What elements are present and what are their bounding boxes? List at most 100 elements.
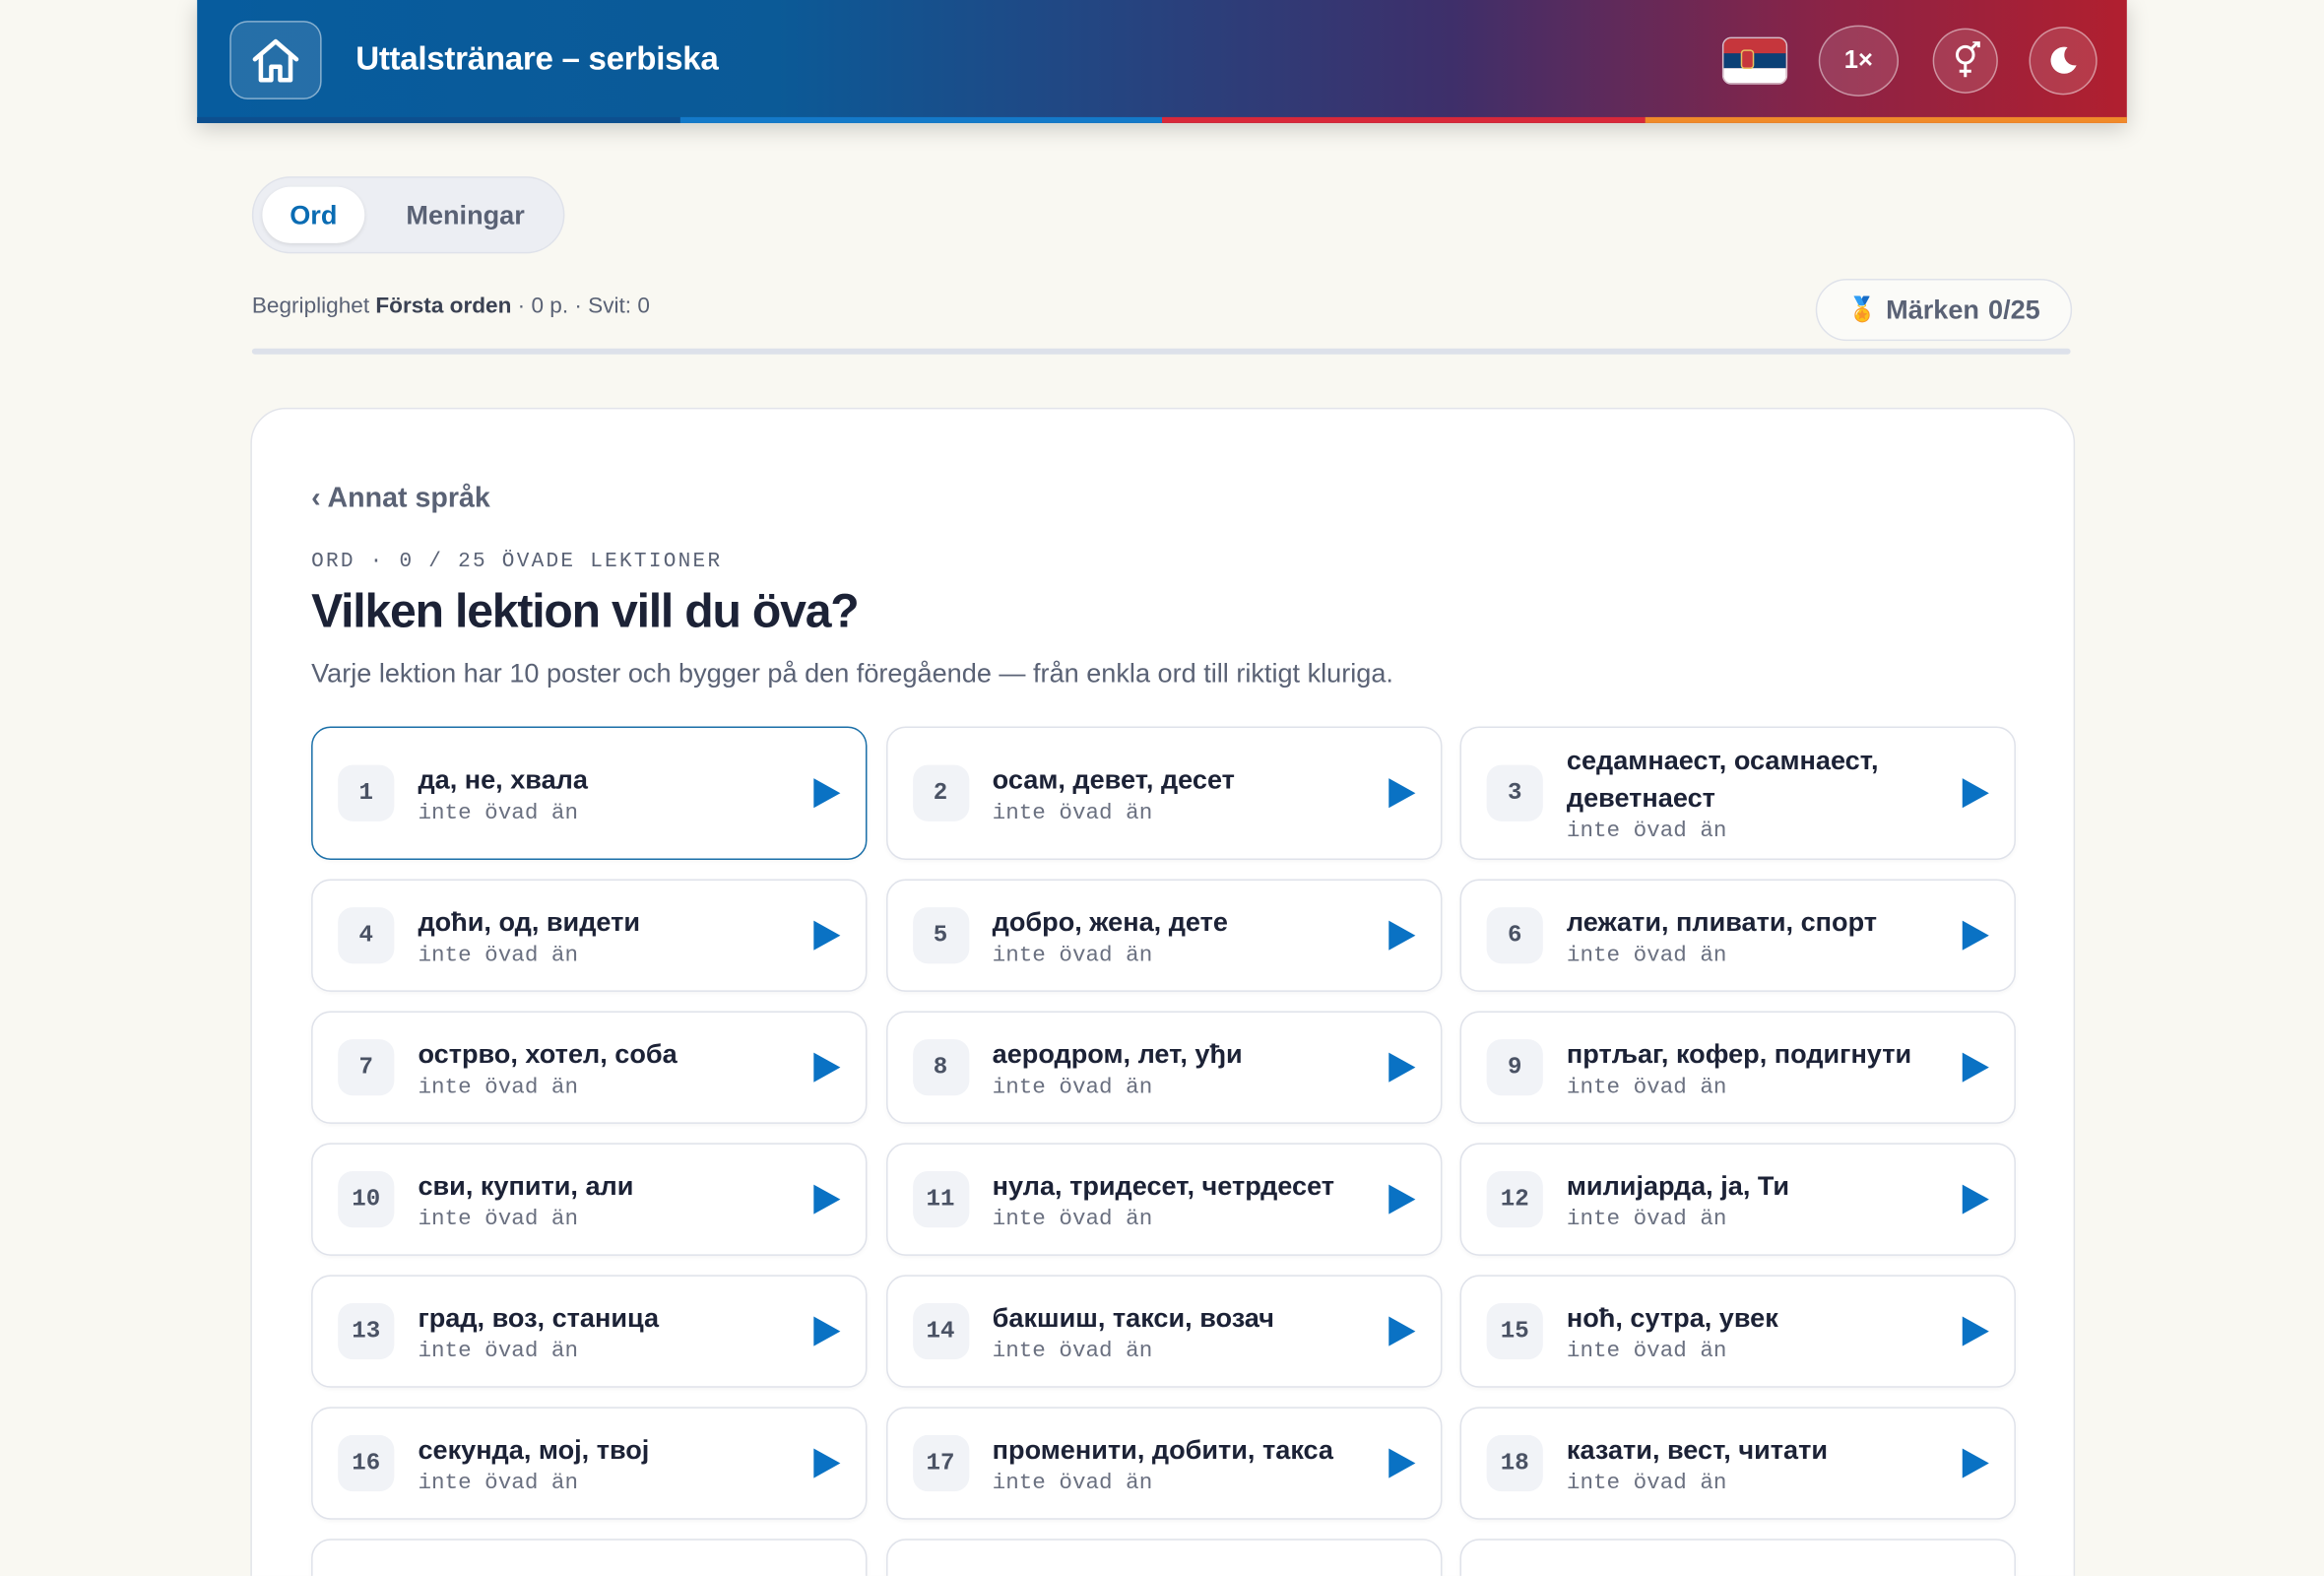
play-triangle [1388, 778, 1415, 809]
flag-emblem [1740, 49, 1755, 69]
play-triangle [813, 1448, 841, 1478]
lesson-number: 14 [912, 1302, 969, 1360]
lesson-card[interactable]: 11 нула, тридесет, четрдесет inte övad än [885, 1143, 1442, 1256]
medal-icon: 🏅 [1847, 297, 1878, 324]
lesson-text: седамнаест, осамнаест, деветнаест inte öv… [1567, 743, 1925, 843]
lesson-text: променити, добити, такса inte övad än [993, 1431, 1333, 1495]
tab-words[interactable]: Ord [262, 186, 365, 243]
lesson-status: inte övad än [1566, 1206, 1727, 1231]
lesson-words: осам, девет, десет [992, 763, 1235, 794]
lesson-words: аеродром, лет, уђи [992, 1038, 1243, 1069]
play-triangle [1388, 1184, 1415, 1215]
lesson-text: добро, жена, дете inte övad än [993, 903, 1228, 967]
moon-icon [2050, 46, 2077, 74]
badge-label: Märken [1886, 294, 1979, 324]
lesson-card[interactable]: 7 острво, хотел, соба inte övad än [311, 1011, 868, 1124]
lesson-card[interactable]: 18 казати, вест, читати inte övad än [1459, 1407, 2016, 1520]
lesson-number: 11 [912, 1171, 969, 1228]
lesson-text: бакшиш, такси, возач inte övad än [993, 1299, 1274, 1363]
play-triangle [813, 920, 841, 951]
stats-level: Första orden [375, 294, 512, 319]
play-triangle [813, 1184, 841, 1215]
lesson-card[interactable]: 5 добро, жена, дете inte övad än [885, 879, 1442, 992]
lesson-card[interactable] [1459, 1539, 2016, 1576]
lesson-card[interactable]: 1 да, не, хвала inte övad än [311, 726, 868, 860]
lesson-number: 3 [1486, 764, 1543, 821]
lesson-card[interactable]: 6 лежати, пливати, спорт inte övad än [1459, 879, 2016, 992]
play-icon [1961, 1183, 1990, 1223]
voice-button[interactable] [1932, 28, 1998, 94]
lesson-text: нула, тридесет, четрдесет inte övad än [993, 1167, 1334, 1231]
play-triangle [1388, 1052, 1415, 1083]
speed-button[interactable]: 1× [1818, 25, 1900, 97]
play-icon [812, 1315, 842, 1355]
lesson-status: inte övad än [992, 942, 1153, 968]
home-button[interactable] [229, 21, 322, 99]
play-icon [812, 777, 842, 818]
lesson-card[interactable]: 3 седамнаест, осамнаест, деветнаест inte ö… [1459, 726, 2016, 860]
lesson-card[interactable]: 9 пртљаг, кофер, подигнути inte övad än [1459, 1011, 2016, 1124]
heading: Vilken lektion vill du öva? [311, 584, 860, 638]
lesson-words: доћи, од, видети [418, 906, 641, 937]
lesson-number: 18 [1486, 1434, 1543, 1492]
lesson-words: бакшиш, такси, возач [992, 1302, 1274, 1333]
lesson-number: 5 [912, 907, 969, 964]
theme-button[interactable] [2029, 27, 2098, 96]
lesson-number: 13 [338, 1302, 395, 1360]
tab-sentences[interactable]: Meningar [406, 200, 525, 230]
lesson-grid: 1 да, не, хвала inte övad än 2 осам, девет, … [311, 726, 2016, 1576]
lesson-card[interactable] [311, 1539, 868, 1576]
language-flag[interactable] [1721, 36, 1788, 85]
description: Varje lektion har 10 poster och bygger p… [311, 658, 1393, 689]
badges-button[interactable]: 🏅 Märken 0/25 [1815, 278, 2073, 342]
lesson-card[interactable]: 15 ноћ, сутра, увек inte övad än [1459, 1275, 2016, 1388]
play-icon [812, 919, 842, 959]
eyebrow: ORD · 0 / 25 ÖVADE LEKTIONER [311, 550, 723, 574]
back-link[interactable]: ‹ Annat språk [311, 483, 490, 515]
lesson-card[interactable]: 4 доћи, од, видети inte övad än [311, 879, 868, 992]
lesson-status: inte övad än [992, 1338, 1153, 1363]
play-triangle [1388, 1448, 1415, 1478]
lesson-number: 16 [338, 1434, 395, 1492]
lesson-card[interactable]: 13 град, воз, станица inte övad än [311, 1275, 868, 1388]
lesson-words: променити, добити, такса [992, 1434, 1334, 1465]
play-triangle [1962, 1052, 1989, 1083]
lesson-text: сви, купити, али inte övad än [418, 1167, 633, 1231]
lesson-text: аеродром, лет, уђи inte övad än [993, 1035, 1243, 1099]
lesson-card[interactable]: 16 секунда, мој, твој inte övad än [311, 1407, 868, 1520]
lesson-status: inte övad än [418, 1338, 579, 1363]
lesson-number: 12 [1486, 1171, 1543, 1228]
lesson-words: ноћ, сутра, увек [1566, 1302, 1778, 1333]
play-icon [1961, 777, 1990, 818]
lesson-card[interactable]: 8 аеродром, лет, уђи inte övad än [885, 1011, 1442, 1124]
play-icon [1387, 919, 1416, 959]
play-icon [1961, 1447, 1990, 1487]
play-triangle [1962, 1448, 1989, 1478]
lesson-text: пртљаг, кофер, подигнути inte övad än [1567, 1035, 1911, 1099]
lesson-number: 2 [912, 764, 969, 821]
lesson-card[interactable]: 14 бакшиш, такси, возач inte övad än [885, 1275, 1442, 1388]
back-text: Annat språk [327, 483, 490, 515]
lesson-words: секунда, мој, твој [418, 1434, 650, 1465]
lesson-text: ноћ, сутра, увек inte övad än [1567, 1299, 1778, 1363]
lesson-number: 10 [338, 1171, 395, 1228]
lesson-status: inte övad än [992, 800, 1153, 825]
lesson-status: inte övad än [992, 1206, 1153, 1231]
play-triangle [1388, 920, 1415, 951]
mode-tabs: Ord Meningar [251, 176, 565, 254]
lesson-card[interactable]: 2 осам, девет, десет inte övad än [885, 726, 1442, 860]
lesson-number: 9 [1486, 1039, 1543, 1096]
lesson-text: лежати, пливати, спорт inte övad än [1567, 903, 1877, 967]
lesson-card[interactable]: 12 милијарда, ја, Ти inte övad än [1459, 1143, 2016, 1256]
lesson-status: inte övad än [1566, 818, 1727, 844]
lesson-card[interactable]: 17 променити, добити, такса inte övad än [885, 1407, 1442, 1520]
play-triangle [813, 1052, 841, 1083]
lesson-number: 17 [912, 1434, 969, 1492]
lesson-card[interactable]: 10 сви, купити, али inte övad än [311, 1143, 868, 1256]
play-icon [812, 1183, 842, 1223]
lesson-card[interactable] [885, 1539, 1442, 1576]
lesson-text: град, воз, станица inte övad än [418, 1299, 659, 1363]
play-icon [1961, 919, 1990, 959]
lesson-words: град, воз, станица [418, 1302, 660, 1333]
lesson-status: inte övad än [992, 1470, 1153, 1495]
